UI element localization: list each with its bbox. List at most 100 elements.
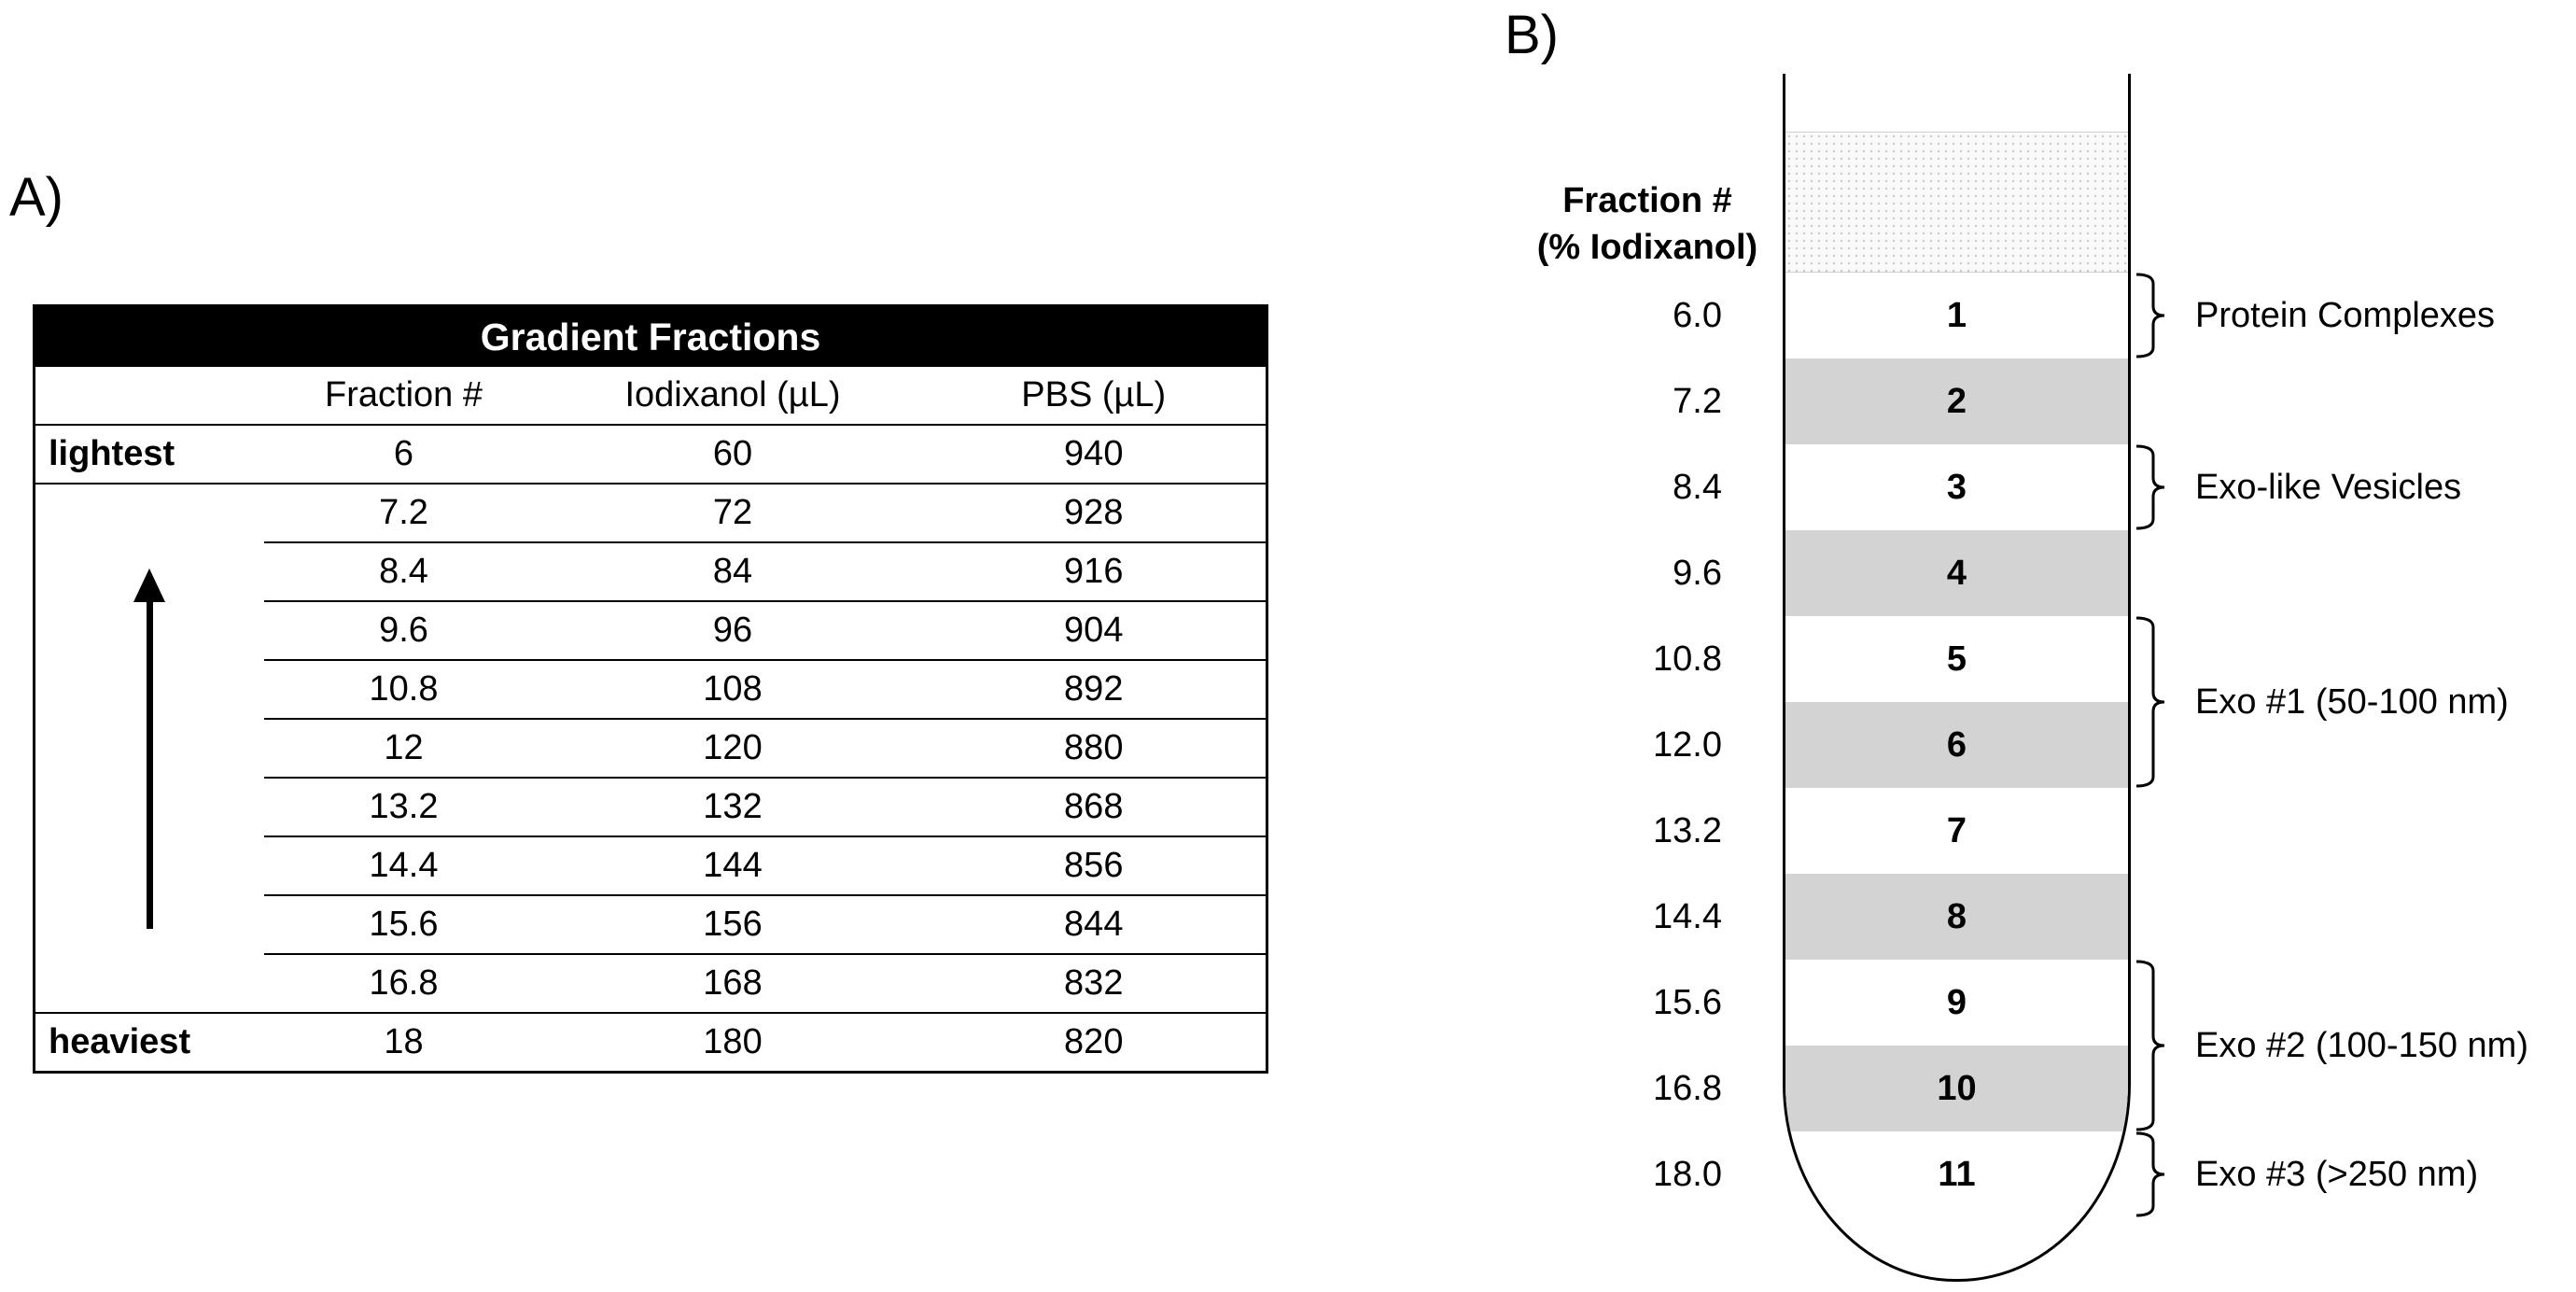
fraction-number: 6 — [1946, 724, 1967, 765]
table-row: lightest 6 60 940 — [34, 425, 1267, 484]
pct-label: 15.6 — [1653, 983, 1722, 1022]
table-row: 7.2 72 928 — [34, 484, 1267, 1014]
table-row: 14.4 144 856 — [35, 836, 1267, 896]
pct-label: 14.4 — [1653, 897, 1722, 936]
cell-fraction: 7.2 — [263, 484, 544, 543]
table-row: 10.8 108 892 — [35, 660, 1267, 720]
cell-pbs: 856 — [921, 836, 1267, 896]
cell-iodixanol: 132 — [543, 778, 922, 837]
table-row: 13.2 132 868 — [35, 778, 1267, 837]
brace-icon — [2136, 1131, 2165, 1217]
brace-icon — [2136, 960, 2165, 1131]
table-row: heaviest 18 180 820 — [35, 1013, 1267, 1073]
table: Gradient Fractions Fraction # Iodixanol … — [33, 304, 1269, 1074]
axis-label-line2: (% Iodixanol) — [1536, 228, 1758, 267]
arrow-head — [133, 568, 166, 602]
fraction-band: 10 — [1785, 1046, 2128, 1131]
cell-pbs: 844 — [921, 895, 1267, 955]
fraction-band: 11 — [1785, 1131, 2128, 1217]
fraction-axis-label: Fraction # (% Iodixanol) — [1475, 177, 1820, 271]
annotation-exo-like-vesicles: Exo-like Vesicles — [2195, 467, 2462, 507]
fraction-band: 6 — [1785, 702, 2128, 788]
cell-fraction: 13.2 — [263, 778, 544, 837]
cell-iodixanol: 96 — [543, 601, 922, 661]
pct-label: 18.0 — [1653, 1155, 1722, 1194]
brace-icon — [2136, 273, 2165, 358]
fraction-band: 2 — [1785, 358, 2128, 444]
tube-top-buffer-layer — [1785, 132, 2128, 273]
fraction-band: 5 — [1785, 616, 2128, 702]
table-row: 8.4 84 916 — [35, 542, 1267, 602]
header-pbs: PBS (µL) — [921, 367, 1267, 426]
pct-label: 9.6 — [1673, 554, 1722, 593]
fraction-band: 7 — [1785, 788, 2128, 874]
cell-pbs: 880 — [921, 719, 1267, 779]
fraction-number: 2 — [1946, 381, 1967, 421]
fraction-band: 8 — [1785, 874, 2128, 960]
brace-icon — [2136, 444, 2165, 530]
cell-iodixanol: 168 — [543, 954, 922, 1014]
table-header-row: Fraction # Iodixanol (µL) PBS (µL) — [34, 367, 1267, 426]
cell-pbs: 916 — [921, 542, 1267, 602]
fraction-number: 5 — [1946, 639, 1967, 679]
cell-fraction: 16.8 — [263, 954, 544, 1014]
annotation-protein-complexes: Protein Complexes — [2195, 295, 2496, 335]
axis-label-line1: Fraction # — [1562, 181, 1732, 220]
arrow-shaft — [146, 601, 153, 929]
cell-pbs: 940 — [921, 425, 1267, 484]
cell-pbs: 832 — [921, 954, 1267, 1014]
cell-fraction: 14.4 — [263, 836, 544, 896]
cell-fraction: 18 — [384, 1022, 424, 1061]
fraction-number: 10 — [1937, 1068, 1977, 1108]
centrifuge-tube: 1 2 3 4 5 6 7 8 9 10 11 — [1783, 74, 2131, 1282]
cell-iodixanol: 156 — [543, 895, 922, 955]
annotation-exo-3: Exo #3 (>250 nm) — [2195, 1154, 2479, 1194]
cell-iodixanol: 84 — [543, 542, 922, 602]
row-label-lightest: lightest — [34, 425, 264, 484]
table-row: 15.6 156 844 — [35, 895, 1267, 955]
table-row: 9.6 96 904 — [35, 601, 1267, 661]
cell-iodixanol: 60 — [543, 425, 922, 484]
table-title: Gradient Fractions — [34, 305, 1267, 367]
pct-label: 12.0 — [1653, 725, 1722, 765]
header-fraction: Fraction # — [263, 367, 544, 426]
cell-iodixanol: 72 — [543, 484, 922, 543]
fraction-number: 9 — [1946, 982, 1967, 1022]
up-arrow-icon — [35, 568, 264, 929]
pct-label: 8.4 — [1673, 468, 1722, 507]
cell-pbs: 868 — [921, 778, 1267, 837]
fraction-band: 9 — [1785, 960, 2128, 1046]
pct-label: 16.8 — [1653, 1069, 1722, 1108]
cell-iodixanol: 180 — [703, 1022, 763, 1061]
cell-fraction: 9.6 — [263, 601, 544, 661]
table-row: 16.8 168 832 — [35, 954, 1267, 1014]
fraction-band: 3 — [1785, 444, 2128, 530]
annotation-exo-1: Exo #1 (50-100 nm) — [2195, 681, 2509, 722]
pct-label: 7.2 — [1673, 382, 1722, 421]
fraction-number: 1 — [1946, 295, 1967, 335]
fraction-number: 4 — [1946, 553, 1967, 593]
cell-iodixanol: 144 — [543, 836, 922, 896]
brace-icon — [2136, 616, 2165, 788]
annotation-exo-2: Exo #2 (100-150 nm) — [2195, 1025, 2528, 1065]
panel-b-label: B) — [1505, 5, 1559, 65]
fraction-number: 8 — [1946, 896, 1967, 936]
cell-fraction: 6 — [263, 425, 544, 484]
table-row: 12 120 880 — [35, 719, 1267, 779]
cell-iodixanol: 108 — [543, 660, 922, 720]
pct-label: 6.0 — [1673, 296, 1722, 335]
header-blank — [34, 367, 264, 426]
cell-fraction: 8.4 — [263, 542, 544, 602]
pct-label: 13.2 — [1653, 811, 1722, 850]
pct-label: 10.8 — [1653, 639, 1722, 679]
cell-pbs: 928 — [921, 484, 1267, 543]
cell-fraction: 10.8 — [263, 660, 544, 720]
fraction-number: 11 — [1938, 1154, 1976, 1194]
cell-iodixanol: 120 — [543, 719, 922, 779]
cell-pbs: 892 — [921, 660, 1267, 720]
cell-pbs: 820 — [1064, 1022, 1124, 1061]
cell-fraction: 12 — [263, 719, 544, 779]
fraction-band: 4 — [1785, 530, 2128, 616]
cell-pbs: 904 — [921, 601, 1267, 661]
